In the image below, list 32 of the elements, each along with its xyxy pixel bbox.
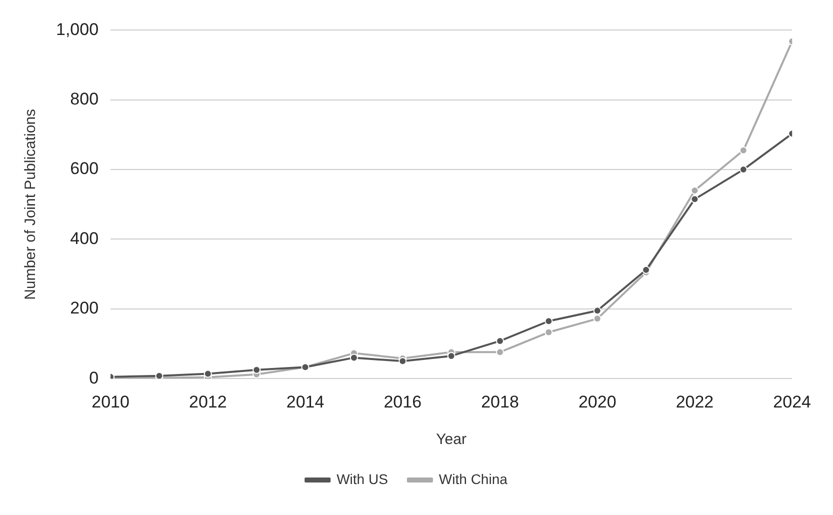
x-tick-label: 2018 <box>481 392 519 412</box>
point <box>496 348 504 356</box>
point <box>544 328 553 336</box>
y-axis-title: Number of Joint Publications <box>22 108 40 300</box>
point <box>204 370 212 378</box>
x-tick-label: 2010 <box>92 392 130 412</box>
point <box>252 366 261 374</box>
x-tick-label: 2024 <box>773 392 812 412</box>
y-tick-label: 800 <box>70 90 99 109</box>
point <box>593 314 602 323</box>
x-tick-label: 2012 <box>188 392 227 412</box>
point <box>642 266 650 274</box>
point <box>544 317 553 326</box>
y-tick-label: 0 <box>89 368 99 388</box>
y-tick-label: 200 <box>70 298 99 318</box>
x-tick-label: 2016 <box>384 392 422 412</box>
point <box>398 357 407 366</box>
x-tick-label: 2020 <box>578 392 616 412</box>
y-tick-label: 1,000 <box>56 20 99 39</box>
point <box>690 195 699 204</box>
legend-label: With China <box>438 470 508 487</box>
point <box>739 146 748 154</box>
x-axis-title: Year <box>436 431 466 448</box>
x-tick-label: 2014 <box>286 392 324 412</box>
y-tick-label: 600 <box>70 159 99 178</box>
y-tick-label: 400 <box>70 228 99 248</box>
legend-label: With US <box>336 470 388 487</box>
point <box>690 186 699 194</box>
point <box>447 352 456 360</box>
x-tick-label: 2022 <box>676 392 714 412</box>
point <box>350 354 358 362</box>
point <box>593 306 602 315</box>
